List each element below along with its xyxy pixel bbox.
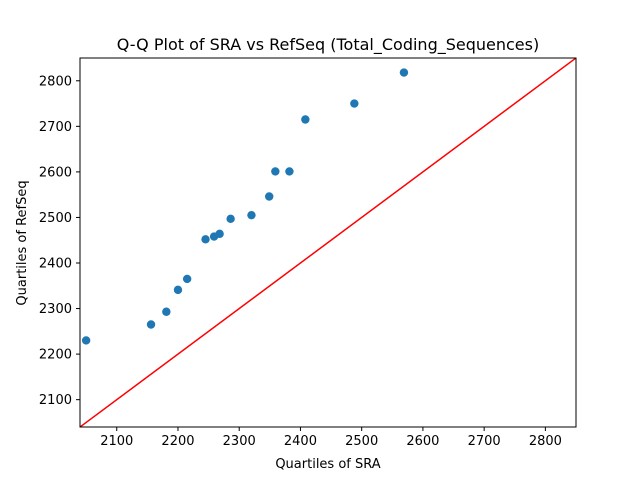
x-axis: 2100 2200 2300 2400 2500 2600 2700 2800	[100, 427, 562, 449]
y-tick-label: 2700	[39, 120, 72, 135]
x-tick-label: 2400	[284, 434, 317, 449]
plot-area	[79, 57, 577, 428]
data-point	[226, 214, 235, 224]
x-tick-label: 2800	[529, 434, 562, 449]
x-tick-label: 2300	[223, 434, 256, 449]
data-point	[81, 336, 91, 345]
data-point	[215, 229, 224, 239]
y-tick-label: 2300	[39, 302, 72, 317]
y-axis-label: Quartiles of RefSeq	[15, 180, 30, 305]
plot-frame	[79, 57, 577, 428]
y-tick-label: 2100	[39, 393, 72, 408]
x-tick-label: 2100	[100, 434, 133, 449]
data-point	[173, 285, 183, 295]
chart-title: Q-Q Plot of SRA vs RefSeq (Total_Coding_…	[117, 35, 539, 55]
reference-line	[80, 58, 576, 427]
x-axis-label: Quartiles of SRA	[275, 457, 380, 472]
y-axis: 2100 2200 2300 2400 2500 2600 2700 2800	[39, 74, 80, 408]
data-point	[162, 307, 171, 316]
x-tick-label: 2600	[406, 434, 439, 449]
data-point	[265, 192, 274, 201]
data-point	[201, 235, 210, 244]
y-tick-label: 2600	[39, 165, 72, 180]
y-tick-label: 2500	[39, 211, 72, 226]
y-tick-label: 2400	[39, 257, 72, 272]
data-point	[271, 167, 280, 176]
data-point	[182, 274, 192, 284]
x-tick-label: 2200	[161, 434, 194, 449]
data-point	[399, 68, 409, 77]
data-point	[146, 320, 156, 329]
x-tick-label: 2700	[468, 434, 501, 449]
data-point	[285, 167, 294, 176]
data-point	[350, 99, 359, 108]
y-tick-label: 2800	[39, 74, 72, 89]
x-tick-label: 2500	[345, 434, 378, 449]
data-point	[247, 210, 256, 220]
data-point	[301, 115, 310, 124]
y-tick-label: 2200	[39, 348, 72, 363]
